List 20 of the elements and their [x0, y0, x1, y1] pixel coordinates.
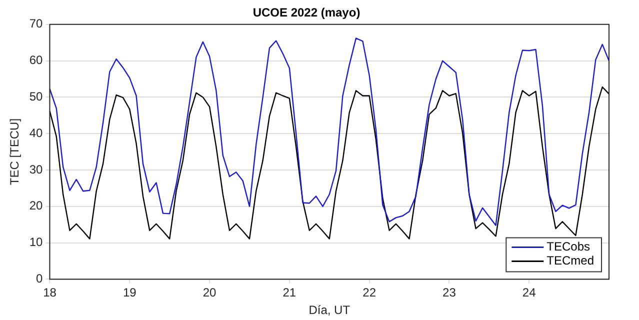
x-tick-label: 24: [522, 286, 536, 300]
y-tick-label: 0: [36, 272, 44, 286]
legend-label: TECmed: [546, 254, 594, 268]
y-tick-label: 60: [29, 53, 44, 68]
legend-label: TECobs: [546, 240, 590, 254]
x-tick-label: 22: [362, 286, 376, 300]
x-tick-label: 21: [282, 286, 296, 300]
x-axis-title: Día, UT: [308, 303, 351, 318]
y-tick-label: 40: [29, 126, 44, 140]
y-tick-label: 20: [29, 198, 44, 213]
x-tick-label: 23: [442, 286, 456, 300]
x-tick-label: 18: [43, 286, 57, 300]
y-axis-title: TEC [TECU]: [8, 118, 22, 186]
chart-title: UCOE 2022 (mayo): [252, 6, 360, 20]
x-tick-label: 19: [122, 286, 137, 300]
y-tick-label: 10: [29, 235, 44, 250]
y-tick-label: 70: [29, 16, 44, 31]
x-tick-label: 20: [202, 286, 217, 300]
y-tick-label: 30: [29, 162, 44, 176]
y-tick-label: 50: [29, 90, 44, 104]
